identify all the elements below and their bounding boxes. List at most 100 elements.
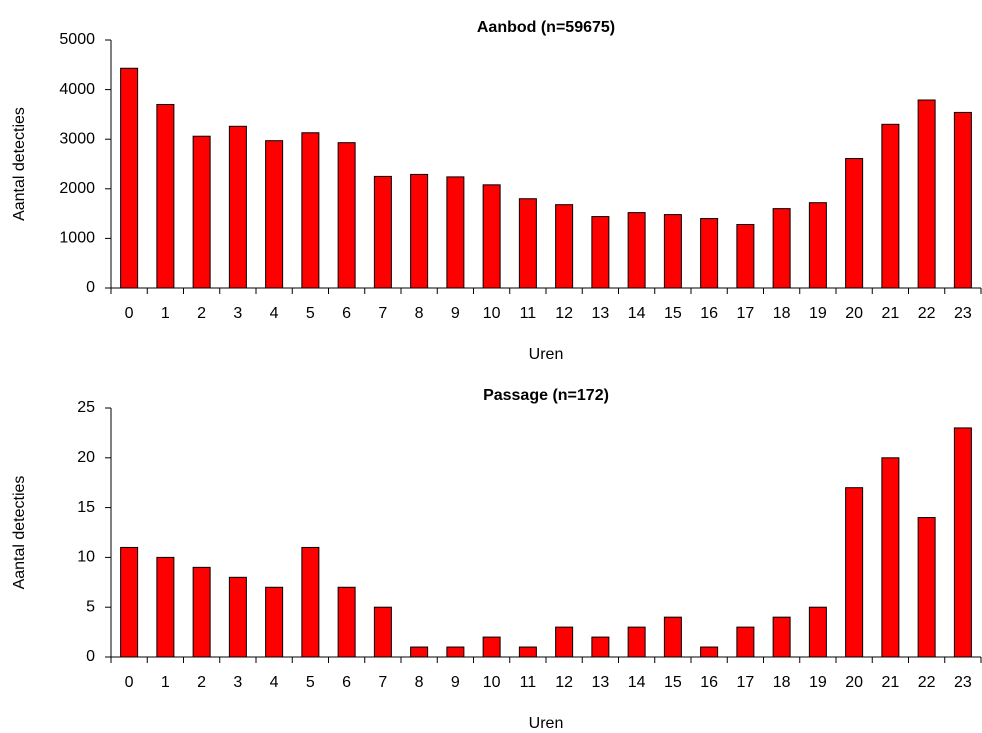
x-tick-label: 19 — [809, 674, 827, 691]
x-tick-label: 12 — [555, 305, 573, 322]
y-tick-label: 4000 — [59, 81, 95, 98]
bar — [917, 99, 936, 289]
bar — [482, 636, 501, 658]
x-tick-label: 18 — [773, 674, 791, 691]
y-tick-label: 0 — [86, 648, 95, 665]
x-tick-label: 3 — [233, 305, 242, 322]
bar — [881, 123, 900, 289]
bar — [627, 626, 646, 658]
y-tick-label: 5 — [86, 598, 95, 615]
y-tick-label: 25 — [77, 399, 95, 416]
bar — [337, 586, 356, 658]
x-tick-label: 1 — [161, 674, 170, 691]
bar — [410, 173, 429, 289]
bar — [410, 646, 429, 658]
x-tick-label: 6 — [342, 674, 351, 691]
bar — [192, 135, 211, 289]
bar — [663, 616, 682, 658]
y-tick-label: 5000 — [59, 31, 95, 48]
x-tick-label: 12 — [555, 674, 573, 691]
y-tick-label: 2000 — [59, 180, 95, 197]
chart-title: Passage (n=172) — [483, 387, 609, 404]
bar — [881, 457, 900, 658]
chart-title: Aanbod (n=59675) — [477, 19, 615, 36]
bar — [192, 566, 211, 658]
x-tick-label: 16 — [700, 674, 718, 691]
x-tick-label: 0 — [125, 674, 134, 691]
x-tick-label: 5 — [306, 305, 315, 322]
bar — [845, 158, 864, 289]
x-tick-label: 21 — [881, 674, 899, 691]
bar — [700, 646, 719, 658]
x-tick-label: 23 — [954, 674, 972, 691]
x-tick-label: 23 — [954, 305, 972, 322]
x-tick-label: 17 — [736, 305, 754, 322]
x-axis-label: Uren — [529, 346, 564, 363]
x-tick-label: 1 — [161, 305, 170, 322]
x-tick-label: 20 — [845, 674, 863, 691]
x-tick-label: 17 — [736, 674, 754, 691]
x-tick-label: 3 — [233, 674, 242, 691]
x-tick-label: 21 — [881, 305, 899, 322]
y-tick-label: 10 — [77, 549, 95, 566]
bar — [228, 125, 247, 289]
x-tick-label: 8 — [415, 674, 424, 691]
y-tick-label: 1000 — [59, 230, 95, 247]
y-tick-label: 20 — [77, 449, 95, 466]
y-tick-label: 0 — [86, 279, 95, 296]
bar — [156, 103, 175, 289]
y-axis-label: Aantal detecties — [11, 476, 28, 590]
bar — [446, 646, 465, 658]
x-axis-label: Uren — [529, 715, 564, 732]
bar — [591, 636, 610, 658]
x-tick-label: 14 — [628, 674, 646, 691]
bar — [845, 487, 864, 658]
bar — [373, 606, 392, 658]
x-tick-label: 7 — [378, 305, 387, 322]
x-tick-label: 20 — [845, 305, 863, 322]
x-tick-label: 5 — [306, 674, 315, 691]
bar — [120, 67, 139, 289]
y-tick-label: 15 — [77, 499, 95, 516]
x-tick-label: 11 — [520, 305, 537, 322]
bar — [808, 202, 827, 289]
bar — [736, 224, 755, 289]
x-tick-label: 16 — [700, 305, 718, 322]
y-axis-label: Aantal detecties — [11, 107, 28, 221]
bar — [120, 546, 139, 658]
x-tick-label: 15 — [664, 674, 682, 691]
x-tick-label: 11 — [520, 674, 537, 691]
bar — [555, 204, 574, 289]
bar — [265, 586, 284, 658]
bar — [265, 140, 284, 289]
bar — [627, 212, 646, 289]
bar — [482, 184, 501, 289]
bar — [373, 175, 392, 289]
x-tick-label: 2 — [197, 674, 206, 691]
x-tick-label: 9 — [451, 674, 460, 691]
bar — [337, 142, 356, 289]
x-tick-label: 15 — [664, 305, 682, 322]
x-tick-label: 10 — [483, 305, 501, 322]
x-tick-label: 9 — [451, 305, 460, 322]
bar — [156, 556, 175, 658]
x-tick-label: 22 — [918, 305, 936, 322]
bar — [301, 132, 320, 289]
bar — [591, 216, 610, 289]
bar — [953, 427, 972, 658]
x-tick-label: 0 — [125, 305, 134, 322]
bar — [700, 218, 719, 289]
bar — [518, 198, 537, 289]
x-tick-label: 13 — [591, 305, 609, 322]
x-tick-label: 6 — [342, 305, 351, 322]
bar — [555, 626, 574, 658]
x-tick-label: 22 — [918, 674, 936, 691]
x-tick-label: 7 — [378, 674, 387, 691]
x-tick-label: 8 — [415, 305, 424, 322]
bar — [772, 616, 791, 658]
bar — [446, 176, 465, 289]
y-tick-label: 3000 — [59, 130, 95, 147]
x-tick-label: 13 — [591, 674, 609, 691]
